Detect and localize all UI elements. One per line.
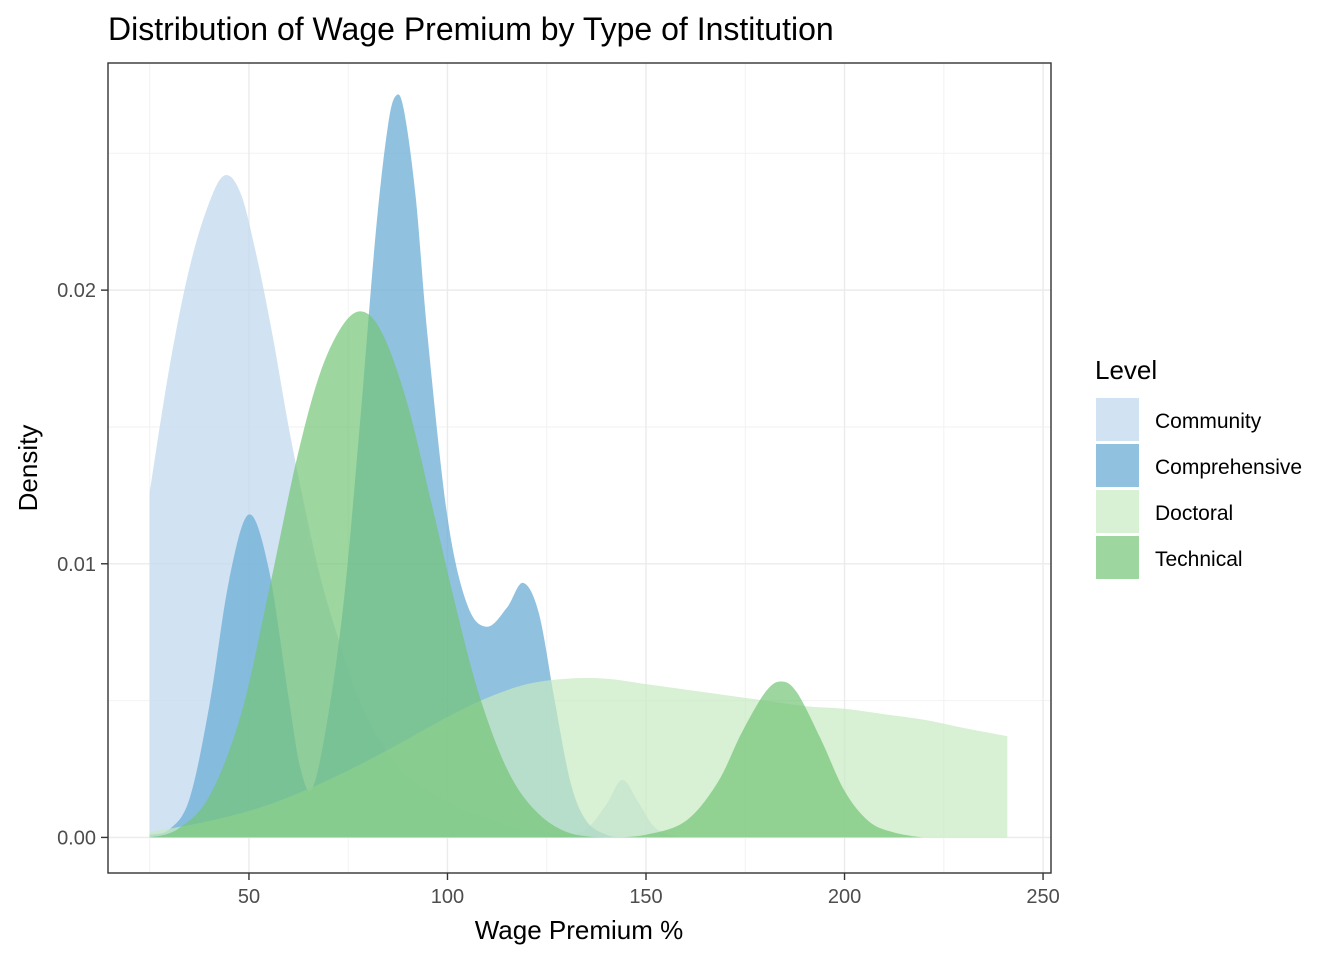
legend-label-technical: Technical <box>1155 548 1243 571</box>
y-axis: 0.00 0.01 0.02 <box>57 280 108 849</box>
legend-items: Community Comprehensive Doctoral Technical <box>1096 398 1302 579</box>
y-tick-label: 0.00 <box>57 827 96 849</box>
legend-key-technical <box>1096 536 1139 579</box>
legend-key-doctoral <box>1096 490 1139 533</box>
x-tick-label: 50 <box>238 886 260 908</box>
density-area-technical <box>149 311 948 838</box>
x-axis: 50 100 150 200 250 <box>238 873 1060 908</box>
legend-key-comprehensive <box>1096 444 1139 487</box>
y-tick-label: 0.02 <box>57 280 96 302</box>
legend-label-community: Community <box>1155 410 1262 433</box>
y-axis-title: Density <box>13 425 43 512</box>
x-axis-title: Wage Premium % <box>475 915 684 945</box>
legend: Level Community Comprehensive Doctoral Tech… <box>1095 355 1302 579</box>
plot-panel <box>107 62 1052 874</box>
chart-title: Distribution of Wage Premium by Type of … <box>108 11 834 47</box>
x-tick-label: 250 <box>1026 886 1059 908</box>
legend-title: Level <box>1095 355 1157 385</box>
panel-border <box>107 62 1052 874</box>
legend-label-doctoral: Doctoral <box>1155 502 1233 525</box>
x-tick-label: 100 <box>431 886 464 908</box>
y-tick-label: 0.01 <box>57 554 96 576</box>
legend-label-comprehensive: Comprehensive <box>1155 456 1302 479</box>
legend-key-community <box>1096 398 1139 441</box>
density-areas <box>149 94 1008 838</box>
x-tick-label: 150 <box>629 886 662 908</box>
x-tick-label: 200 <box>828 886 861 908</box>
